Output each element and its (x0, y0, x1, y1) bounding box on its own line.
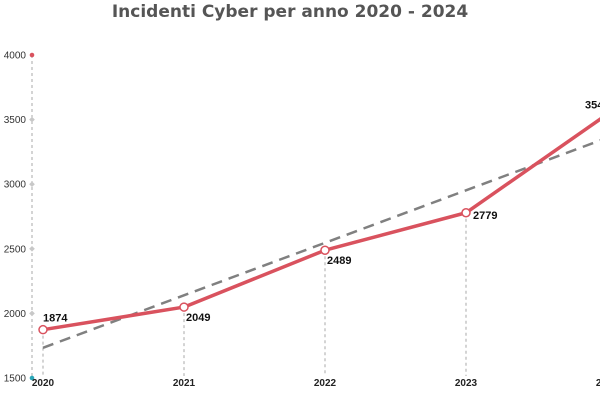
y-tick-label: 4000 (4, 51, 27, 62)
x-tick-label: 2024 (596, 378, 600, 389)
y-axis-marker (29, 181, 35, 188)
y-axis-marker (29, 245, 35, 252)
y-axis-marker (29, 116, 35, 123)
data-point (320, 245, 330, 255)
chart-title: Incidenti Cyber per anno 2020 - 2024 (112, 2, 469, 22)
series-line (42, 117, 600, 332)
data-point (38, 324, 48, 335)
x-tick-label: 2021 (173, 378, 196, 389)
data-label: 2049 (186, 312, 210, 324)
y-axis-marker (29, 375, 35, 381)
x-tick-label: 2020 (32, 378, 55, 389)
trendline (42, 139, 600, 349)
data-label: 2489 (327, 255, 351, 267)
data-label: 1874 (43, 313, 68, 325)
data-label: 2779 (473, 210, 497, 222)
y-tick-label: 2000 (4, 309, 27, 320)
y-axis-marker (29, 310, 35, 317)
data-point (461, 208, 471, 218)
y-tick-label: 2500 (4, 244, 27, 255)
data-label: 354 (585, 99, 600, 111)
x-tick-label: 2023 (455, 378, 478, 389)
y-axis-marker (29, 52, 35, 58)
y-tick-label: 3000 (4, 180, 27, 191)
y-tick-label: 1500 (4, 374, 27, 385)
x-tick-label: 2022 (314, 378, 337, 389)
data-point (179, 302, 189, 312)
y-tick-label: 3500 (4, 115, 27, 126)
